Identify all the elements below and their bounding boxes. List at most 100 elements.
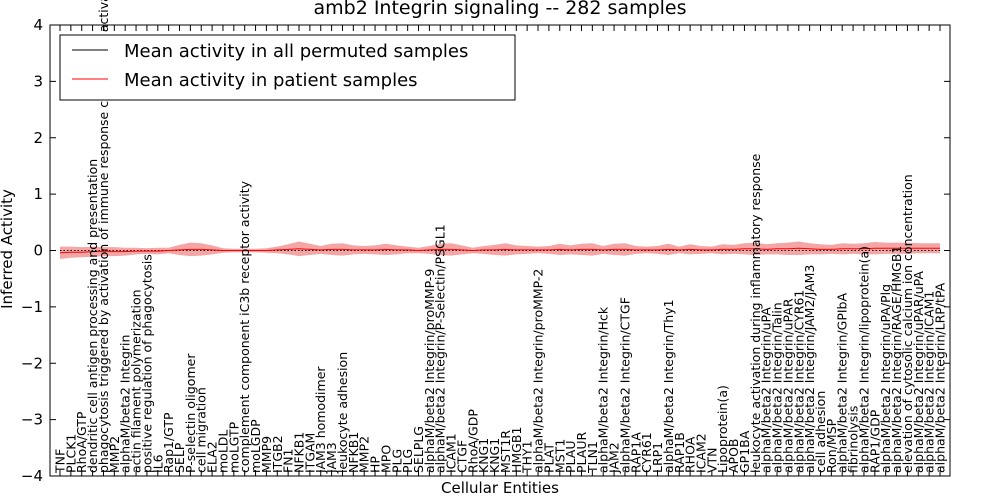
y-tick-label: 3 bbox=[33, 72, 43, 90]
x-category-label: P-selectin oligomer bbox=[183, 353, 198, 473]
chart-title: amb2 Integrin signaling -- 282 samples bbox=[313, 0, 686, 19]
x-category-label: moLGTP bbox=[226, 421, 241, 473]
x-category-label: THY1 bbox=[520, 440, 535, 474]
patient-activity-band bbox=[60, 241, 940, 259]
x-category-label: PLG bbox=[400, 449, 415, 473]
y-axis-label: Inferred Activity bbox=[0, 189, 16, 309]
x-category-label: ITGB2 bbox=[270, 435, 285, 473]
x-category-label: NFKB1 bbox=[346, 432, 361, 473]
x-category-label: CYR61 bbox=[639, 432, 654, 473]
x-category-label: alphaM/beta2 Integrin/GPIbA bbox=[835, 293, 850, 473]
x-category-label: positive regulation of phagocytosis bbox=[139, 254, 154, 473]
x-category-label: alphaM/beta2 Integrin/ICAM1 bbox=[922, 291, 937, 473]
x-category-label: RAP1B bbox=[672, 432, 687, 473]
x-category-label: ICAM2 bbox=[693, 433, 708, 473]
x-category-label: Rap1/GTP bbox=[161, 412, 176, 473]
x-category-label: phagocytosis triggered by activation of … bbox=[96, 0, 111, 473]
y-tick-label: 0 bbox=[33, 242, 43, 260]
x-category-label: MPO bbox=[378, 445, 393, 473]
x-category-label: IL6 bbox=[150, 454, 165, 473]
x-category-label: RAP1A bbox=[628, 432, 643, 473]
x-category-label: NFKB1 bbox=[292, 432, 307, 473]
x-category-label: ELA2 bbox=[205, 441, 220, 473]
y-tick-label: −1 bbox=[21, 298, 43, 316]
x-category-label: HP bbox=[368, 456, 383, 473]
x-category-label: RAP1/GDP bbox=[867, 409, 882, 473]
x-category-label: alphaM/beta2 Integrin/Hck bbox=[596, 306, 611, 473]
x-category-label: HMGB1 bbox=[509, 427, 524, 473]
x-category-label: FN1 bbox=[281, 449, 296, 474]
x-category-label: ITGAM bbox=[302, 433, 317, 473]
x-category-label: alphaM/beta2 Integrin/uPAR bbox=[780, 298, 795, 473]
x-category-label: SELP bbox=[172, 442, 187, 473]
x-category-label: cell adhesion bbox=[813, 391, 828, 473]
x-category-label: KNG1 bbox=[476, 438, 491, 473]
x-category-label: MMP9 bbox=[259, 436, 274, 473]
legend-label-permuted: Mean activity in all permuted samples bbox=[124, 41, 468, 62]
x-category-label: GP1BA bbox=[737, 430, 752, 473]
x-category-label: alphaM/beta2 Integrin/P-Selectin/PSGL1 bbox=[433, 224, 448, 473]
x-category-label: SELPLG bbox=[411, 426, 426, 473]
x-category-label: fibrinolysis bbox=[846, 406, 861, 473]
x-category-label: alphaM/beta2 Integrin/uPA/Plg bbox=[878, 284, 893, 473]
y-tick-label: −4 bbox=[21, 467, 43, 485]
legend: Mean activity in all permuted samples Me… bbox=[59, 34, 516, 101]
x-category-label: Lipoprotein(a) bbox=[715, 385, 730, 473]
x-category-label: APOB bbox=[726, 438, 741, 473]
x-category-label: alphaM/beta2 Integrin/LRP/tPA bbox=[933, 282, 948, 473]
legend-box bbox=[59, 34, 516, 101]
patient-mean-line bbox=[59, 247, 940, 254]
x-category-label: moLGDP bbox=[248, 419, 263, 473]
tick-layer: −4 −3 −2 −1 0 1 2 3 4 bbox=[21, 16, 950, 485]
x-category-label: leukocyte adhesion bbox=[335, 352, 350, 473]
x-category-label: cell migration bbox=[194, 387, 209, 473]
x-category-label: alphaM/beta2 Integrin/lipoprotein(a) bbox=[856, 246, 871, 473]
x-category-label: MMP2 bbox=[107, 436, 122, 473]
x-category-label: TNF bbox=[53, 449, 68, 474]
x-category-label: RhoA/GDP bbox=[465, 409, 480, 473]
x-category-label: RhoA/GTP bbox=[74, 411, 89, 473]
x-category-label: MMP2 bbox=[357, 436, 372, 473]
x-category-label: TLN1 bbox=[585, 441, 600, 474]
x-category-label: JAM2 bbox=[607, 442, 622, 474]
x-category-label: MST1 bbox=[552, 439, 567, 473]
y-tick-label: −3 bbox=[21, 411, 43, 429]
x-category-label: alphaM/beta2 Integrin/RAGE/HMGB1 bbox=[889, 246, 904, 473]
legend-label-patient: Mean activity in patient samples bbox=[124, 70, 418, 91]
x-category-label: RHOA bbox=[683, 436, 698, 473]
series-layer bbox=[59, 247, 940, 254]
x-category-label: alphaM/beta2 Integrin/Thy1 bbox=[661, 299, 676, 473]
plot-area-frame bbox=[49, 24, 951, 477]
y-tick-label: 1 bbox=[33, 185, 43, 203]
x-axis-label: Cellular Entities bbox=[441, 479, 559, 497]
x-category-label: VTN bbox=[704, 447, 719, 473]
x-category-label: PLAT bbox=[541, 443, 556, 473]
x-category-label: leukocyte activation during inflammatory… bbox=[748, 153, 763, 473]
x-category-label: complement component iC3b receptor activ… bbox=[237, 180, 252, 473]
y-tick-label: 2 bbox=[33, 129, 43, 147]
x-category-label: MST1R bbox=[498, 430, 513, 473]
x-category-label: PLG bbox=[389, 449, 404, 473]
x-category-label: alphaM/beta2 Integrin bbox=[118, 335, 133, 473]
x-category-label: alphaM/beta2 Integrin/JAM2/JAM3 bbox=[802, 265, 817, 473]
x-category-label: actin filament polymerization bbox=[129, 289, 144, 473]
x-category-label: alphaM/beta2 Integrin/proMMP-9 bbox=[422, 269, 437, 473]
x-category-label: ICAM1 bbox=[444, 433, 459, 473]
x-category-label: Ron/MSP bbox=[824, 418, 839, 473]
y-tick-label: −2 bbox=[21, 354, 43, 372]
x-category-label: JAM3 homodimer bbox=[313, 366, 328, 474]
y-tick-label: 4 bbox=[33, 16, 43, 34]
x-category-label: elevation of cytosolic calcium ion conce… bbox=[900, 174, 915, 473]
x-category-label: alphaM/beta2 Integrin/uPAR/uPA bbox=[911, 271, 926, 473]
x-category-label: alphaM/beta2 Integrin/Talin bbox=[770, 302, 785, 473]
x-category-label: alphaM/beta2 Integrin/uPA bbox=[759, 307, 774, 473]
x-category-label: PLAUR bbox=[574, 432, 589, 473]
x-category-label: alphaM/beta2 Integrin/proMMP-2 bbox=[531, 269, 546, 473]
x-category-label: PLCK1 bbox=[63, 434, 78, 473]
x-category-label: LRP1 bbox=[650, 442, 665, 473]
x-category-label: moLDL bbox=[215, 430, 230, 473]
x-category-label: JAM3 bbox=[324, 442, 339, 474]
x-category-label: PLAU bbox=[563, 441, 578, 474]
